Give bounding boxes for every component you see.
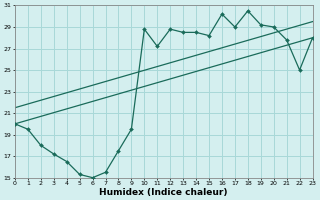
X-axis label: Humidex (Indice chaleur): Humidex (Indice chaleur) <box>100 188 228 197</box>
